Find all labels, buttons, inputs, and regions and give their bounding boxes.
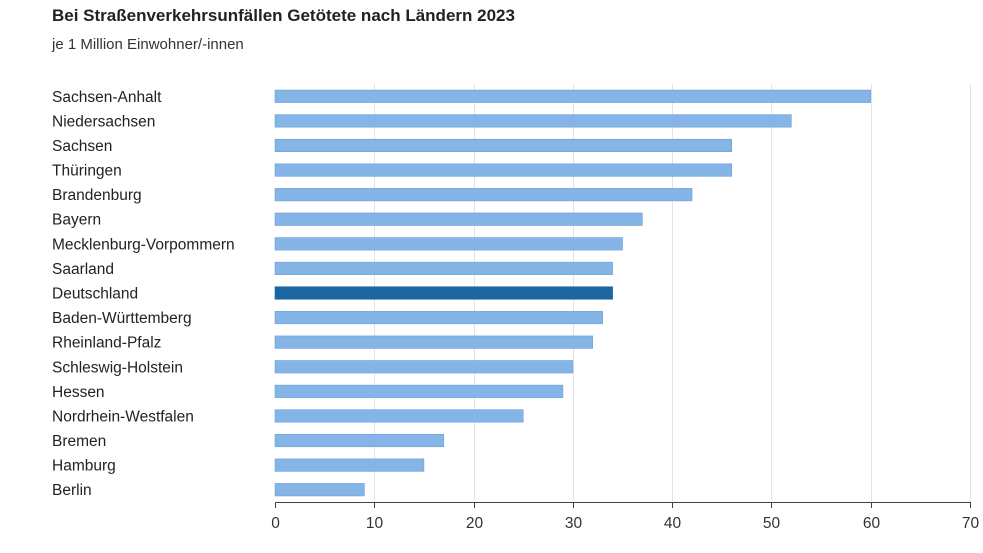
x-tick-label-70: 70 [962, 515, 980, 532]
category-label-1: Niedersachsen [52, 113, 155, 130]
bar-12 [274, 384, 564, 398]
category-label-7: Saarland [52, 261, 114, 278]
category-label-11: Schleswig-Holstein [52, 359, 183, 376]
category-label-15: Hamburg [52, 458, 116, 475]
bar-9 [274, 311, 603, 325]
bar-6 [274, 237, 623, 251]
bars [274, 89, 872, 497]
bar-15 [274, 458, 425, 472]
category-label-0: Sachsen-Anhalt [52, 89, 162, 106]
x-tick-label-40: 40 [664, 515, 682, 532]
category-label-3: Thüringen [52, 163, 122, 180]
bar-16 [274, 483, 365, 497]
x-tick-label-60: 60 [863, 515, 881, 532]
chart-subtitle: je 1 Million Einwohner/-innen [52, 36, 244, 53]
bar-7 [274, 261, 613, 275]
bar-3 [274, 163, 733, 177]
category-label-13: Nordrhein-Westfalen [52, 408, 194, 425]
bar-2 [274, 138, 733, 153]
x-tick-label-50: 50 [763, 515, 781, 532]
gridlines [374, 84, 971, 502]
category-label-10: Rheinland-Pfalz [52, 335, 161, 352]
bar-4 [274, 188, 693, 202]
category-labels: Sachsen-Anhalt Niedersachsen Sachsen Thürin… [52, 89, 235, 499]
bar-10 [274, 335, 594, 349]
x-tick-label-20: 20 [466, 515, 484, 532]
x-tick-label-10: 10 [366, 515, 384, 532]
bar-11 [274, 360, 574, 374]
bar-13 [274, 409, 524, 423]
bar-0 [274, 89, 872, 103]
category-label-5: Bayern [52, 212, 101, 229]
category-label-14: Bremen [52, 433, 106, 450]
bar-8 [274, 286, 613, 300]
category-label-16: Berlin [52, 482, 92, 499]
category-label-4: Brandenburg [52, 187, 142, 204]
chart-title: Bei Straßenverkehrsunfällen Getötete nac… [52, 6, 515, 25]
category-label-12: Hessen [52, 384, 105, 401]
x-tick-label-0: 0 [271, 515, 280, 532]
bar-5 [274, 212, 643, 226]
category-label-6: Mecklenburg-Vorpommern [52, 236, 235, 253]
x-tick-label-30: 30 [565, 515, 583, 532]
category-label-8: Deutschland [52, 286, 138, 303]
x-axis: 0 10 20 30 40 50 60 70 [271, 502, 979, 532]
category-label-2: Sachsen [52, 138, 112, 155]
category-label-9: Baden-Württemberg [52, 310, 192, 327]
bar-1 [274, 114, 792, 128]
bar-14 [274, 433, 445, 448]
